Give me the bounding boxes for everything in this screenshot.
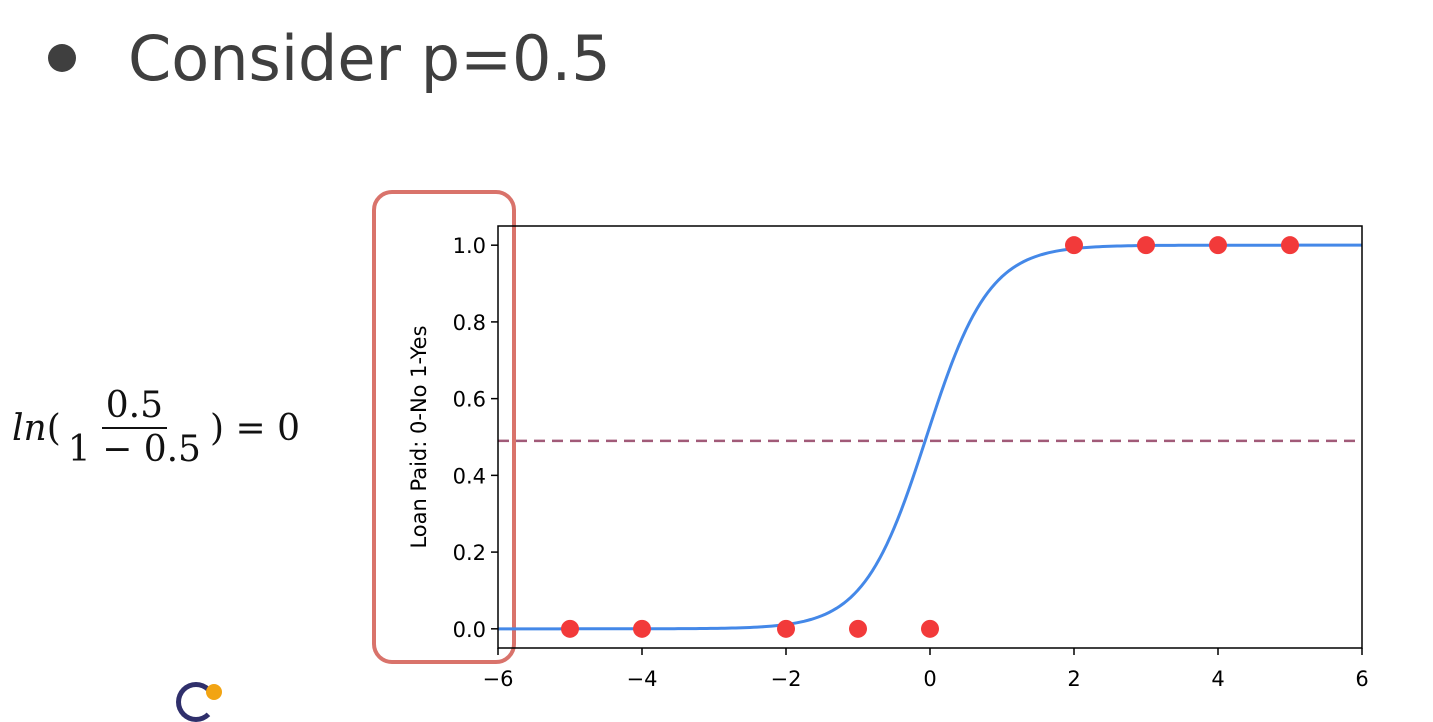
x-tick-label: 2 [1067, 667, 1080, 691]
formula-open-paren: ( [46, 407, 61, 449]
x-tick-label: −4 [627, 667, 658, 691]
y-axis-highlight-box [372, 190, 516, 664]
data-point [921, 619, 939, 638]
y-tick-label: 1.0 [453, 234, 486, 258]
bullet-point: Consider p=0.5 [48, 18, 611, 98]
data-point [1209, 236, 1227, 255]
x-tick-label: 6 [1355, 667, 1368, 691]
y-axis-label: Loan Paid: 0-No 1-Yes [407, 325, 431, 548]
sigmoid-curve [498, 243, 1362, 631]
bullet-dot-icon [48, 44, 76, 72]
y-tick-label: 0.2 [453, 541, 486, 565]
y-tick-label: 0.0 [453, 618, 486, 642]
formula-numerator: 0.5 [101, 387, 167, 429]
logistic-chart: 0.0 0.2 0.4 0.6 0.8 1.0 −6 −4 −2 0 2 4 6 Loan Paid: 0… [372, 190, 1369, 691]
log-odds-formula: ln ( 0.5 1 − 0.5 ) = 0 [12, 378, 300, 478]
data-point [633, 619, 651, 638]
formula-fraction: 0.5 1 − 0.5 [64, 387, 205, 469]
x-tick-label: 4 [1211, 667, 1224, 691]
data-point [849, 619, 867, 638]
logo-dot-icon [206, 684, 222, 700]
y-tick-label: 0.8 [453, 311, 486, 335]
x-tick-label: −6 [483, 667, 514, 691]
y-tick-label: 0.6 [453, 388, 486, 412]
x-tick-label: −2 [771, 667, 802, 691]
data-point [1065, 236, 1083, 255]
data-point [1281, 236, 1299, 255]
slide-heading: Consider p=0.5 [128, 21, 611, 95]
y-tick-label: 0.4 [453, 464, 486, 488]
formula-denominator: 1 − 0.5 [67, 429, 201, 470]
data-point [1137, 236, 1155, 255]
plot-frame [497, 225, 1363, 649]
data-point [777, 619, 795, 638]
x-tick-label: 0 [923, 667, 936, 691]
formula-result: ) = 0 [209, 407, 300, 449]
data-point [561, 619, 579, 638]
formula-function: ln [12, 407, 47, 449]
